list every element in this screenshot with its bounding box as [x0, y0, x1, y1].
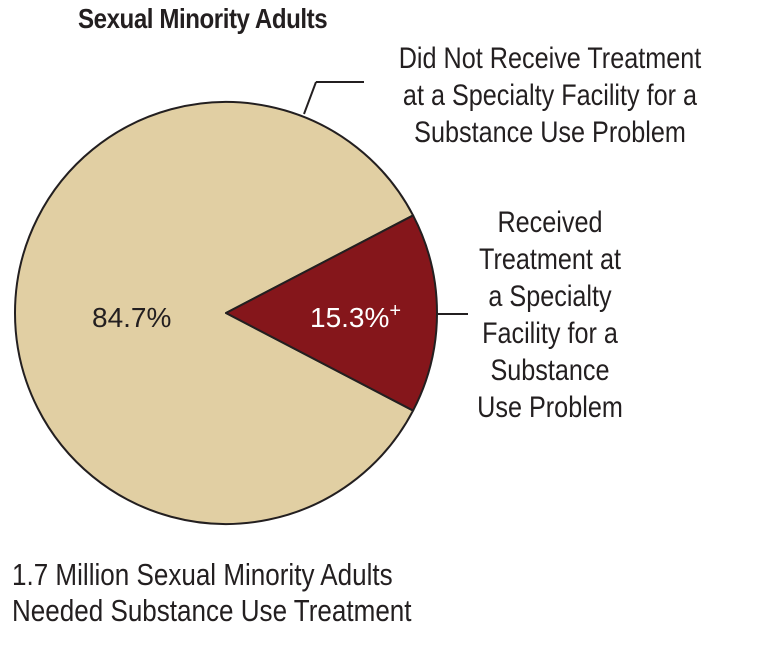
footnote-line: Needed Substance Use Treatment [12, 593, 412, 628]
callout-line: Did Not Receive Treatment [398, 42, 702, 75]
callout-line: Received [497, 206, 603, 239]
callout-line: Substance [490, 354, 610, 387]
callout-received: Received Treatment at a Specialty Facili… [449, 204, 651, 426]
callout-did-not-receive: Did Not Receive Treatment at a Specialty… [365, 40, 735, 151]
callout-line: Treatment at [479, 243, 621, 276]
leader-line-did-not-receive [303, 81, 317, 115]
significance-marker: + [389, 300, 401, 322]
callout-line: at a Specialty Facility for a [402, 79, 698, 112]
pie-slice-received [225, 214, 438, 412]
chart-title: Sexual Minority Adults [78, 3, 328, 34]
callout-line: Use Problem [477, 391, 623, 424]
value-label-received: 15.3%+ [310, 300, 401, 333]
chart-footnote: 1.7 Million Sexual Minority Adults Neede… [12, 557, 412, 629]
callout-line: a Specialty [488, 280, 612, 313]
footnote-line: 1.7 Million Sexual Minority Adults [12, 557, 393, 592]
callout-line: Facility for a [482, 317, 618, 350]
value-label-did-not-receive: 84.7% [92, 302, 171, 333]
callout-line: Substance Use Problem [414, 116, 686, 149]
pie-slice-did-not-receive [14, 101, 415, 525]
